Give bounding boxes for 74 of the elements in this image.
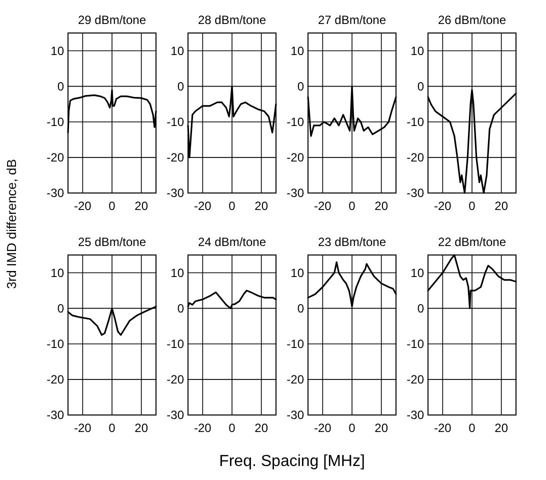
- y-tick-label: -10: [46, 337, 64, 352]
- y-tick-label: 10: [290, 44, 304, 58]
- chart-title: 24 dBm/tone: [198, 235, 266, 249]
- y-tick-label: -30: [286, 186, 304, 200]
- y-tick-label: -20: [406, 150, 424, 165]
- y-tick-label: -30: [166, 186, 184, 200]
- chart-title: 25 dBm/tone: [78, 235, 146, 249]
- y-tick-label: -20: [406, 372, 424, 387]
- y-tick-label: 0: [297, 302, 304, 316]
- x-tick-label: 0: [348, 199, 356, 213]
- y-tick-label: -10: [166, 115, 184, 130]
- x-tick-label: 0: [228, 421, 236, 435]
- x-tick-label: 20: [494, 421, 508, 435]
- y-tick-label: 10: [410, 44, 424, 58]
- y-tick-label: -10: [406, 337, 424, 352]
- x-tick-label: 20: [374, 199, 388, 213]
- y-tick-label: -30: [406, 408, 424, 422]
- x-tick-label: -20: [434, 421, 452, 435]
- x-tick-label: 0: [348, 421, 356, 435]
- x-tick-label: 0: [108, 421, 116, 435]
- x-tick-label: -20: [434, 199, 452, 213]
- x-tick-label: 20: [254, 421, 268, 435]
- y-tick-label: -20: [166, 150, 184, 165]
- y-tick-label: 10: [170, 266, 184, 280]
- y-tick-label: -20: [286, 372, 304, 387]
- y-tick-label: 10: [50, 44, 64, 58]
- y-tick-label: 10: [50, 266, 64, 280]
- x-tick-label: -20: [194, 421, 212, 435]
- x-tick-label: 0: [228, 199, 236, 213]
- chart-title: 27 dBm/tone: [318, 13, 386, 27]
- y-tick-label: -10: [166, 337, 184, 352]
- chart-title: 29 dBm/tone: [78, 13, 146, 27]
- y-tick-label: 10: [410, 266, 424, 280]
- x-tick-label: 20: [374, 421, 388, 435]
- y-tick-label: -30: [406, 186, 424, 200]
- y-tick-label: -30: [46, 186, 64, 200]
- x-tick-label: 20: [134, 199, 148, 213]
- y-tick-label: -10: [46, 115, 64, 130]
- x-tick-label: 20: [254, 199, 268, 213]
- y-tick-label: 0: [177, 80, 184, 94]
- x-tick-label: 20: [494, 199, 508, 213]
- y-tick-label: -20: [46, 372, 64, 387]
- x-tick-label: -20: [74, 199, 92, 213]
- y-tick-label: -20: [286, 150, 304, 165]
- y-tick-label: -10: [406, 115, 424, 130]
- y-tick-label: -10: [286, 115, 304, 130]
- chart-title: 26 dBm/tone: [438, 13, 506, 27]
- y-tick-label: 0: [417, 80, 424, 94]
- chart-title: 22 dBm/tone: [438, 235, 506, 249]
- x-tick-label: -20: [314, 199, 332, 213]
- y-tick-label: 0: [57, 80, 64, 94]
- x-tick-label: 20: [134, 421, 148, 435]
- x-tick-label: 0: [108, 199, 116, 213]
- x-tick-label: -20: [194, 199, 212, 213]
- x-tick-label: 0: [468, 199, 476, 213]
- y-tick-label: -30: [286, 408, 304, 422]
- y-tick-label: 10: [290, 266, 304, 280]
- x-tick-label: 0: [468, 421, 476, 435]
- y-tick-label: -30: [166, 408, 184, 422]
- y-axis-title: 3rd IMD difference, dB: [4, 159, 19, 289]
- y-tick-label: 0: [57, 302, 64, 316]
- chart-title: 28 dBm/tone: [198, 13, 266, 27]
- x-axis-title: Freq. Spacing [MHz]: [219, 453, 365, 470]
- y-tick-label: -30: [46, 408, 64, 422]
- y-tick-label: 0: [297, 80, 304, 94]
- x-tick-label: -20: [314, 421, 332, 435]
- y-tick-label: -20: [166, 372, 184, 387]
- y-tick-label: 0: [177, 302, 184, 316]
- y-tick-label: -20: [46, 150, 64, 165]
- y-tick-label: -10: [286, 337, 304, 352]
- x-tick-label: -20: [74, 421, 92, 435]
- chart-title: 23 dBm/tone: [318, 235, 386, 249]
- y-tick-label: 10: [170, 44, 184, 58]
- y-tick-label: 0: [417, 302, 424, 316]
